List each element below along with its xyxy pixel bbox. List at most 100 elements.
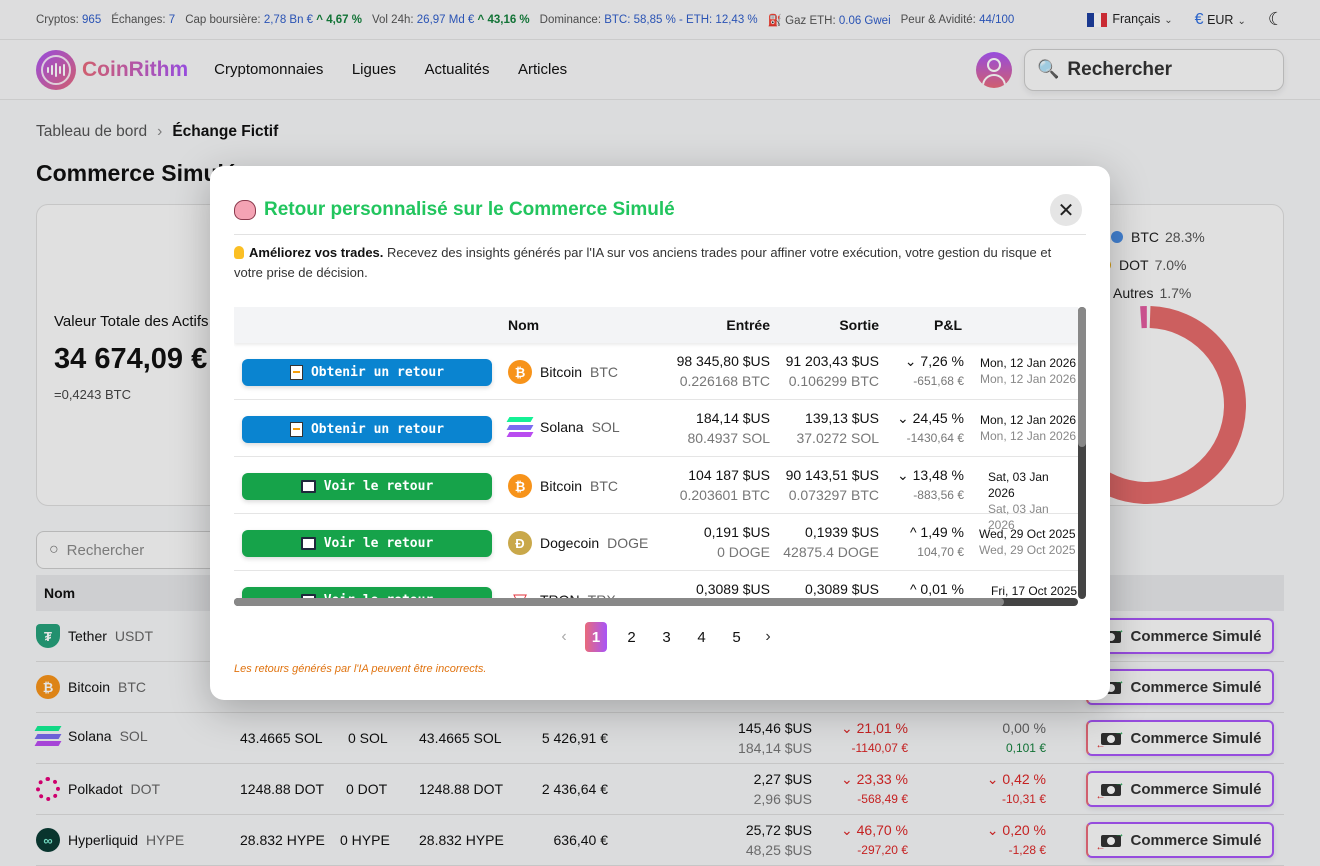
soundwave-logo-icon <box>36 49 76 90</box>
breadcrumb: Tableau de bord › Échange Fictif <box>36 123 278 141</box>
market-ticker-bar: Cryptos: 965 Échanges: 7 Cap boursière: … <box>0 0 1320 40</box>
user-avatar-icon[interactable] <box>976 51 1012 88</box>
nav-ligues[interactable]: Ligues <box>351 60 397 78</box>
simulated-trade-button[interactable]: →←Commerce Simulé <box>1086 822 1274 858</box>
table-row: Voir le retour ₿ Bitcoin BTC 104 187 $US 0.… <box>234 457 1078 532</box>
brand-logo[interactable]: CoinRithm <box>36 49 189 90</box>
france-flag-icon <box>1087 12 1108 27</box>
global-search-button[interactable]: 🔍 Rechercher <box>1024 48 1284 91</box>
next-page-button[interactable]: › <box>765 628 771 645</box>
chevron-down-icon: ⌄ <box>841 720 853 736</box>
get-feedback-button[interactable]: Obtenir un retour <box>242 359 492 386</box>
table-row[interactable]: Polkadot DOT 1248.88 DOT 0 DOT 1248.88 DO… <box>36 764 1284 815</box>
divider <box>234 234 1086 235</box>
currency-selector[interactable]: € EUR ⌄ <box>1194 10 1246 28</box>
chevron-up-icon: ^ <box>909 581 917 597</box>
fuel-pump-icon: ⛽ <box>767 14 782 27</box>
search-chart-icon: 🔍 <box>1037 59 1060 79</box>
ticker-fear-greed: Peur & Avidité: 44/100 <box>900 13 1015 26</box>
chevron-down-icon: ⌄ <box>897 410 909 426</box>
total-value-label: Valeur Totale des Actifs <box>54 313 209 330</box>
modal-description: Améliorez vos trades. Recevez des insigh… <box>234 245 1052 280</box>
dogecoin-icon: Ð <box>508 531 532 555</box>
column-entry: Entrée <box>726 317 770 333</box>
column-pl: P&L <box>934 317 962 333</box>
column-name: Nom <box>44 585 76 601</box>
column-name: Nom <box>508 317 540 333</box>
total-value-btc: =0,4243 BTC <box>54 387 131 402</box>
horizontal-scrollbar[interactable] <box>234 598 1078 606</box>
simulated-trade-button[interactable]: →←Commerce Simulé <box>1086 771 1274 807</box>
hyperliquid-icon: ∞ <box>36 828 60 852</box>
language-selector[interactable]: Français ⌄ <box>1087 12 1173 27</box>
holdings-search-input[interactable]: ○ Rechercher <box>36 531 256 569</box>
chevron-down-icon: ⌄ <box>841 822 853 838</box>
lightbulb-icon <box>234 246 244 259</box>
allocation-legend: BTC 28.3% DOT 7.0% Autres 1.7% <box>1093 223 1205 307</box>
legend-item-btc: BTC 28.3% <box>1111 223 1205 251</box>
chevron-down-icon: ⌄ <box>841 771 853 787</box>
ticker-volume: Vol 24h: 26,97 Md € ^ 43,16 % <box>372 13 530 26</box>
get-feedback-button[interactable]: Obtenir un retour <box>242 416 492 443</box>
pagination: ‹ 1 2 3 4 5 › <box>550 622 782 652</box>
cash-exchange-icon: →← <box>1095 829 1125 853</box>
ticker-gas: ⛽ Gaz ETH: 0.06 Gwei <box>767 14 891 27</box>
bitcoin-icon: ₿ <box>508 360 532 384</box>
page-3-button[interactable]: 3 <box>662 628 671 646</box>
open-book-icon <box>300 480 316 493</box>
breadcrumb-separator: › <box>157 123 163 140</box>
tether-icon: ₮ <box>36 624 60 648</box>
vertical-scrollbar[interactable] <box>1078 307 1086 599</box>
chevron-down-icon: ⌄ <box>904 353 917 369</box>
chevron-down-icon: ⌄ <box>986 822 999 838</box>
trades-table: Nom Entrée Sortie P&L Obtenir un retour … <box>234 307 1078 603</box>
nav-articles[interactable]: Articles <box>517 60 568 78</box>
chevron-down-icon: ⌄ <box>986 771 999 787</box>
nav-actualites[interactable]: Actualités <box>424 60 490 78</box>
ticker-dominance: Dominance: BTC: 58,85 % - ETH: 12,43 % <box>539 13 758 26</box>
bitcoin-icon: ₿ <box>36 675 60 699</box>
chevron-down-icon: ⌄ <box>1164 15 1173 27</box>
page-4-button[interactable]: 4 <box>697 628 706 646</box>
bitcoin-icon: ₿ <box>508 474 532 498</box>
page-1-button[interactable]: 1 <box>585 622 607 652</box>
main-header: CoinRithm Cryptomonnaies Ligues Actualit… <box>0 40 1320 100</box>
view-feedback-button[interactable]: Voir le retour <box>242 473 492 500</box>
close-button[interactable]: ✕ <box>1050 194 1082 226</box>
table-row: Obtenir un retour Solana SOL 184,14 $US 80… <box>234 400 1078 457</box>
solana-icon <box>506 417 534 437</box>
ticker-market-cap: Cap boursière: 2,78 Bn € ^ 4,67 % <box>185 13 362 26</box>
breadcrumb-dashboard-link[interactable]: Tableau de bord <box>36 123 148 140</box>
euro-icon: € <box>1194 10 1204 28</box>
simulated-trade-button[interactable]: →←Commerce Simulé <box>1086 618 1274 654</box>
nav-cryptomonnaies[interactable]: Cryptomonnaies <box>214 60 324 78</box>
exchanges-count-link[interactable]: 7 <box>168 13 176 26</box>
ticker-cryptos: Cryptos: 965 <box>36 13 102 26</box>
page-5-button[interactable]: 5 <box>732 628 741 646</box>
page-2-button[interactable]: 2 <box>627 628 636 646</box>
dark-mode-toggle-moon-icon[interactable]: ☾ <box>1267 9 1284 29</box>
prev-page-button[interactable]: ‹ <box>561 628 567 645</box>
brain-icon <box>234 200 256 220</box>
table-row: Obtenir un retour ₿ Bitcoin BTC 98 345,80 … <box>234 343 1078 400</box>
simulated-trade-button[interactable]: →←Commerce Simulé <box>1086 669 1274 705</box>
brand-name: CoinRithm <box>82 57 189 81</box>
polkadot-icon <box>36 777 60 801</box>
simulated-trade-button[interactable]: →←Commerce Simulé <box>1086 720 1274 756</box>
open-book-icon <box>300 537 316 550</box>
modal-title: Retour personnalisé sur le Commerce Simu… <box>234 199 675 221</box>
view-feedback-button[interactable]: Voir le retour <box>242 530 492 557</box>
cash-exchange-icon: →← <box>1095 727 1125 751</box>
chevron-down-icon: ⌄ <box>897 467 909 483</box>
feedback-modal: Retour personnalisé sur le Commerce Simu… <box>210 166 1110 700</box>
ticker-exchanges: Échanges: 7 <box>111 13 176 26</box>
column-exit: Sortie <box>839 317 879 333</box>
caret-up-icon: ^ <box>477 13 485 26</box>
cryptos-count-link[interactable]: 965 <box>82 13 102 26</box>
caret-up-icon: ^ <box>316 13 323 26</box>
table-row[interactable]: Solana SOL 43.4665 SOL 0 SOL 43.4665 SOL … <box>34 713 1284 764</box>
memo-icon <box>289 422 303 437</box>
breadcrumb-current: Échange Fictif <box>172 123 279 140</box>
trades-table-header: Nom Entrée Sortie P&L <box>234 307 1078 343</box>
